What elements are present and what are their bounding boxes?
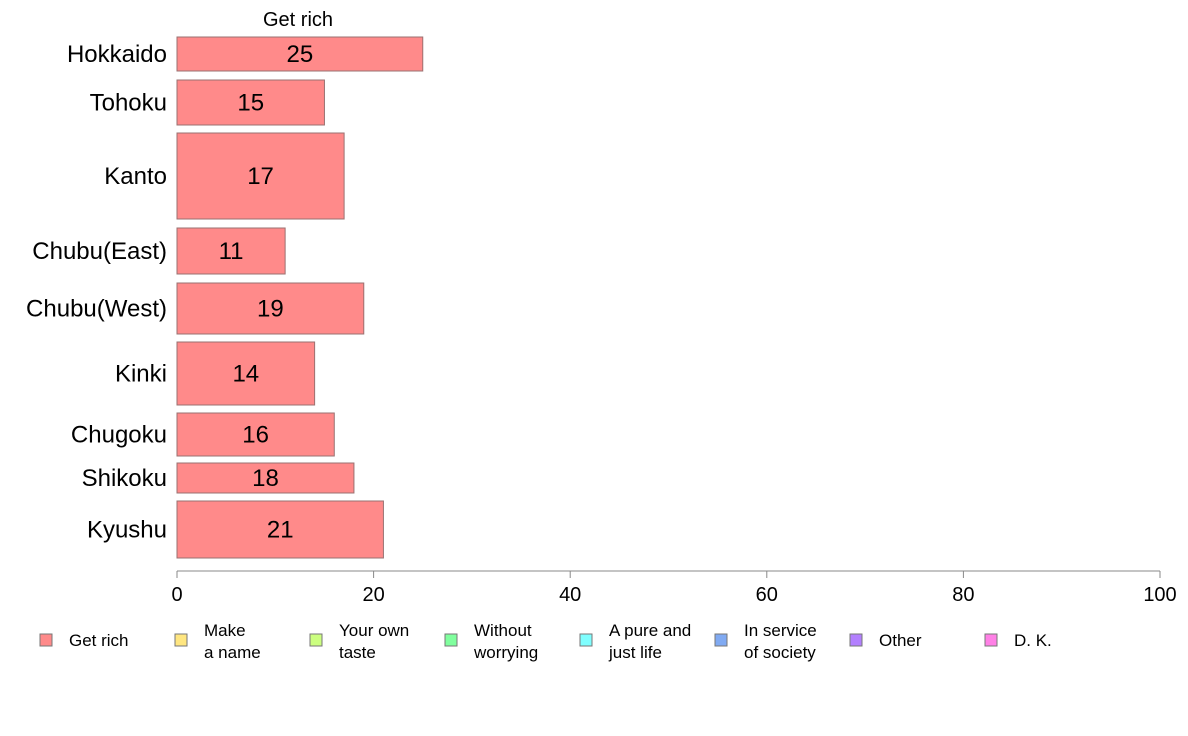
legend-label: A pure and	[609, 621, 691, 640]
legend-label: Other	[879, 631, 922, 650]
bar-hokkaido	[176, 36, 424, 72]
legend-label: D. K.	[1014, 631, 1052, 650]
legend-swatch	[849, 633, 863, 647]
legend-label: Make	[204, 621, 246, 640]
legend-label: a name	[204, 643, 261, 662]
category-label: Tohoku	[90, 90, 167, 117]
data-label: 16	[242, 422, 269, 449]
data-label: 15	[237, 90, 264, 117]
bar-kinki	[176, 341, 316, 406]
data-label: 17	[247, 163, 274, 190]
legend-label: taste	[339, 643, 376, 662]
category-label: Chugoku	[71, 422, 167, 449]
bar-kyushu	[176, 500, 384, 559]
bar-tohoku	[176, 79, 325, 126]
legend-swatch	[39, 633, 53, 647]
legend-label: Without	[474, 621, 532, 640]
x-axis: 0 20 40 60 80 100	[171, 570, 1177, 606]
legend: Get rich Make a name Your own taste Without wo…	[39, 621, 1052, 662]
x-tick-label: 40	[559, 584, 581, 606]
data-label: 25	[287, 41, 314, 68]
legend-swatch	[714, 633, 728, 647]
bar-chugoku	[176, 412, 335, 457]
x-tick-label: 0	[171, 584, 182, 606]
category-label: Chubu(West)	[26, 296, 167, 323]
bar-shikoku	[176, 462, 355, 494]
data-label: 18	[252, 465, 279, 492]
category-label: Shikoku	[82, 465, 167, 492]
legend-swatch	[444, 633, 458, 647]
category-label: Kanto	[104, 163, 167, 190]
x-tick-label: 60	[756, 584, 778, 606]
legend-label: worrying	[473, 643, 538, 662]
data-label: 14	[232, 361, 259, 388]
legend-label: Get rich	[69, 631, 129, 650]
bars-group: Hokkaido 25 Tohoku 15 Kanto 17 Chubu(East) 11 Ch…	[26, 36, 424, 559]
category-label: Hokkaido	[67, 41, 167, 68]
category-label: Kyushu	[87, 517, 167, 544]
x-tick-label: 100	[1143, 584, 1176, 606]
bar-chubuwest	[176, 282, 365, 335]
legend-swatch	[579, 633, 593, 647]
legend-label: of society	[744, 643, 816, 662]
x-tick-label: 80	[952, 584, 974, 606]
category-label: Chubu(East)	[32, 238, 167, 265]
legend-swatch	[174, 633, 188, 647]
legend-swatch	[309, 633, 323, 647]
legend-swatch	[984, 633, 998, 647]
data-label: 11	[219, 238, 244, 265]
bar-kanto	[176, 132, 345, 220]
category-label: Kinki	[115, 361, 167, 388]
legend-label: In service	[744, 621, 817, 640]
chart-title: Get rich	[263, 9, 333, 31]
legend-label: Your own	[339, 621, 409, 640]
x-tick-label: 20	[362, 584, 384, 606]
data-label: 19	[257, 296, 284, 323]
data-label: 21	[267, 517, 294, 544]
bar-chubueast	[176, 227, 286, 275]
legend-label: just life	[608, 643, 662, 662]
